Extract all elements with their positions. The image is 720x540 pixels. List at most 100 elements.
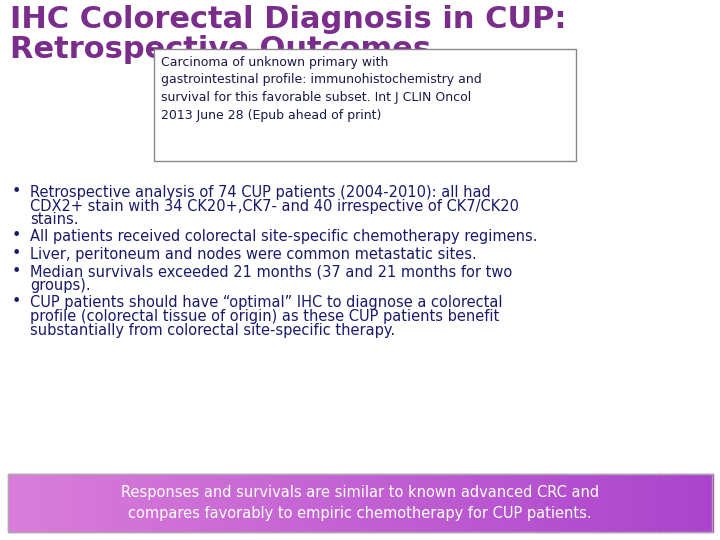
Bar [161,474,163,532]
Bar [623,474,626,532]
Bar [407,474,410,532]
Bar [78,474,81,532]
Bar [142,474,145,532]
Bar [64,474,67,532]
Bar [435,474,438,532]
Bar [369,474,372,532]
Bar [693,474,696,532]
Bar [50,474,53,532]
Bar [428,474,431,532]
Bar [393,474,396,532]
Bar [656,474,659,532]
Bar [99,474,102,532]
Bar [121,474,124,532]
Bar [189,474,192,532]
Bar [526,474,529,532]
Text: Retrospective Outcomes: Retrospective Outcomes [10,35,431,64]
Bar [496,474,499,532]
Bar [637,474,640,532]
Bar [132,474,135,532]
Bar [578,474,581,532]
Text: Retrospective analysis of 74 CUP patients (2004-2010): all had: Retrospective analysis of 74 CUP patient… [30,185,491,200]
Bar [13,474,16,532]
Bar [226,474,229,532]
Bar [254,474,257,532]
Bar [27,474,30,532]
Bar [705,474,708,532]
Bar [125,474,128,532]
Bar [146,474,149,532]
Bar [149,474,152,532]
Text: Liver, peritoneum and nodes were common metastatic sites.: Liver, peritoneum and nodes were common … [30,247,477,262]
Bar [492,474,494,532]
Bar [374,474,377,532]
Bar [175,474,177,532]
Bar [135,474,138,532]
Bar [468,474,471,532]
Bar [127,474,130,532]
Bar [416,474,419,532]
Bar [593,474,595,532]
Bar [548,474,551,532]
Bar [381,474,384,532]
Bar [632,474,635,532]
Bar [261,474,264,532]
Bar [60,474,63,532]
Bar [184,474,187,532]
Bar [217,474,220,532]
Bar [658,474,661,532]
Bar [81,474,84,532]
Bar [8,474,11,532]
Bar [168,474,171,532]
Bar [431,474,433,532]
Text: IHC Colorectal Diagnosis in CUP:: IHC Colorectal Diagnosis in CUP: [10,5,567,34]
Bar [461,474,464,532]
FancyBboxPatch shape [154,49,576,161]
Bar [336,474,339,532]
Bar [231,474,234,532]
Bar [144,474,147,532]
Bar [353,474,356,532]
Bar [294,474,297,532]
Bar [302,474,304,532]
Bar [311,474,314,532]
Bar [235,474,238,532]
Bar [194,474,197,532]
Bar [137,474,140,532]
Text: •: • [12,184,22,199]
Bar [510,474,513,532]
Bar [308,474,311,532]
Bar [90,474,93,532]
Bar [667,474,670,532]
Bar [315,474,318,532]
Bar [409,474,412,532]
Bar [203,474,206,532]
Bar [250,474,253,532]
Bar [513,474,516,532]
Bar [388,474,391,532]
Bar [604,474,607,532]
Bar [576,474,579,532]
Bar [524,474,527,532]
Bar [707,474,710,532]
Bar [520,474,523,532]
Bar [489,474,492,532]
Bar [608,474,611,532]
Bar [440,474,443,532]
Bar [662,474,665,532]
Bar [22,474,25,532]
Bar [433,474,436,532]
Bar [156,474,158,532]
Bar [463,474,466,532]
Bar [198,474,201,532]
Bar [48,474,50,532]
Bar [571,474,574,532]
Bar [466,474,469,532]
Bar [418,474,421,532]
Text: stains.: stains. [30,212,78,227]
Bar [367,474,370,532]
Bar [651,474,654,532]
Bar [522,474,525,532]
Bar [487,474,490,532]
Bar [15,474,18,532]
